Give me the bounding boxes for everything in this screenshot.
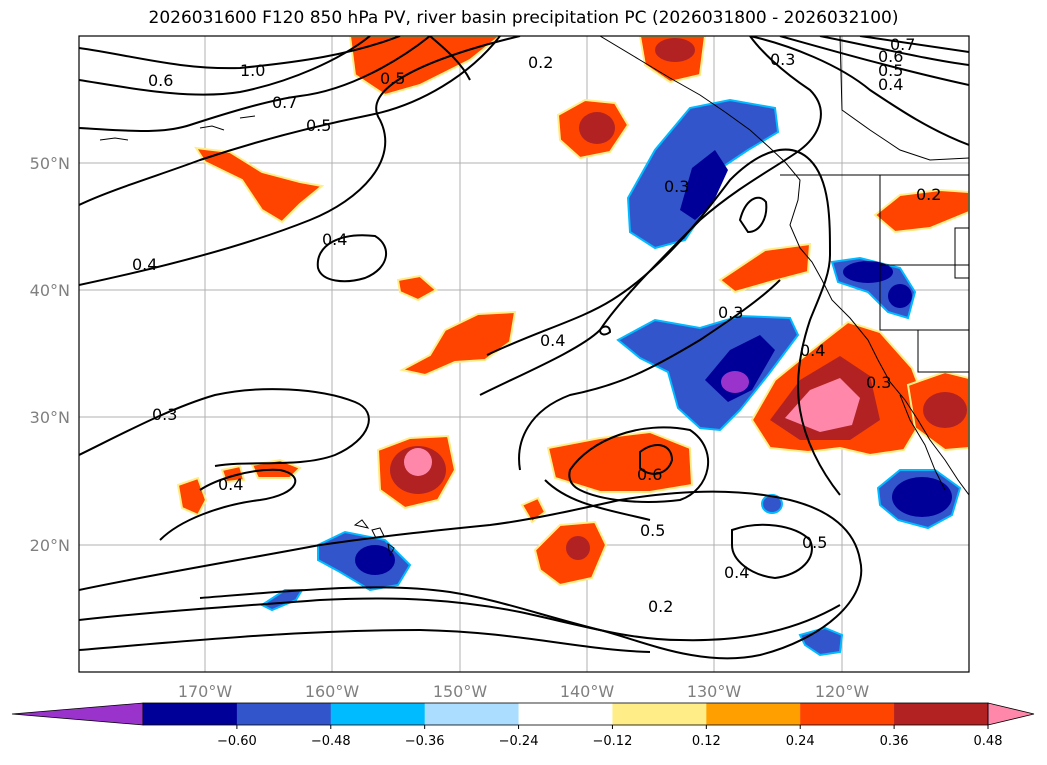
contour-labels: 0.6 1.0 0.7 0.5 0.4 0.4 0.3 0.4 0.2 0.3 … — [132, 35, 941, 616]
contour-label: 0.7 — [890, 35, 915, 54]
contour-label: 0.5 — [878, 61, 903, 80]
colorbar-tick-label: −0.24 — [499, 734, 539, 749]
lat-label-40n: 40°N — [30, 281, 70, 300]
contour-label: 1.0 — [240, 61, 265, 80]
contour-label: 0.4 — [322, 230, 347, 249]
colorbar-cell — [330, 703, 426, 725]
precip-negative-areas — [259, 98, 962, 657]
lat-label-50n: 50°N — [30, 154, 70, 173]
contour-label: 0.4 — [878, 75, 903, 94]
colorbar-cell — [143, 703, 238, 725]
contour-label: 0.6 — [148, 71, 173, 90]
contour-label: 0.3 — [664, 177, 689, 196]
contour-label: 0.3 — [770, 50, 795, 69]
lon-label-160w: 160°W — [305, 682, 360, 701]
colorbar-cell — [894, 703, 989, 725]
contour-label: 0.4 — [218, 475, 243, 494]
latitude-labels: 50°N 40°N 30°N 20°N — [30, 154, 70, 555]
contour-label: 0.5 — [802, 533, 827, 552]
colorbar-extend-high — [987, 702, 1035, 726]
coastlines — [99, 36, 969, 557]
longitude-labels: 170°W 160°W 150°W 140°W 130°W 120°W — [178, 682, 870, 701]
contour-label: 0.5 — [306, 116, 331, 135]
lon-label-120w: 120°W — [815, 682, 870, 701]
lon-label-170w: 170°W — [178, 682, 233, 701]
colorbar-border — [142, 702, 989, 726]
colorbar-cell — [424, 703, 520, 725]
lon-label-140w: 140°W — [560, 682, 615, 701]
colorbar-tick-label: −0.12 — [593, 734, 633, 749]
colorbar-cell — [236, 703, 332, 725]
contour-label: 0.4 — [540, 331, 565, 350]
precip-positive-areas — [176, 36, 969, 587]
colorbar-tick-label: −0.48 — [311, 734, 351, 749]
colorbar-cell — [518, 703, 613, 725]
lat-label-20n: 20°N — [30, 536, 70, 555]
map-frame — [78, 35, 970, 673]
contour-label: 0.3 — [866, 373, 891, 392]
colorbar-cell — [800, 703, 895, 725]
contour-label: 0.2 — [648, 597, 673, 616]
contour-label: 0.3 — [718, 303, 743, 322]
contour-label: 0.5 — [640, 521, 665, 540]
lat-label-30n: 30°N — [30, 408, 70, 427]
contour-label: 0.5 — [380, 69, 405, 88]
contour-label: 0.4 — [800, 341, 825, 360]
colorbar-cell — [612, 703, 707, 725]
lon-label-150w: 150°W — [433, 682, 488, 701]
contour-label: 0.2 — [528, 53, 553, 72]
colorbar: −0.60 −0.48 −0.36 −0.24 −0.12 0.12 0.24 0.36 0.4… — [11, 702, 1035, 749]
colorbar-tick-label: 0.36 — [880, 734, 909, 749]
contour-label: 0.6 — [878, 47, 903, 66]
contour-label: 0.6 — [637, 465, 662, 484]
contour-label: 0.3 — [152, 405, 177, 424]
colorbar-tick-label: −0.60 — [217, 734, 257, 749]
contour-label: 0.7 — [272, 93, 297, 112]
colorbar-extend-low — [11, 702, 144, 726]
colorbar-tick-label: 0.12 — [692, 734, 721, 749]
map-title: 2026031600 F120 850 hPa PV, river basin … — [148, 8, 899, 28]
pv-contours — [79, 36, 969, 660]
contour-label: 0.2 — [916, 185, 941, 204]
lon-label-130w: 130°W — [687, 682, 742, 701]
map-content: 0.6 1.0 0.7 0.5 0.4 0.4 0.3 0.4 0.2 0.3 … — [79, 35, 969, 672]
colorbar-tick-label: −0.36 — [405, 734, 445, 749]
contour-label: 0.4 — [132, 255, 157, 274]
colorbar-cell — [706, 703, 801, 725]
contour-label: 0.4 — [724, 563, 749, 582]
colorbar-tick-label: 0.24 — [786, 734, 815, 749]
colorbar-tick-label: 0.48 — [974, 734, 1003, 749]
